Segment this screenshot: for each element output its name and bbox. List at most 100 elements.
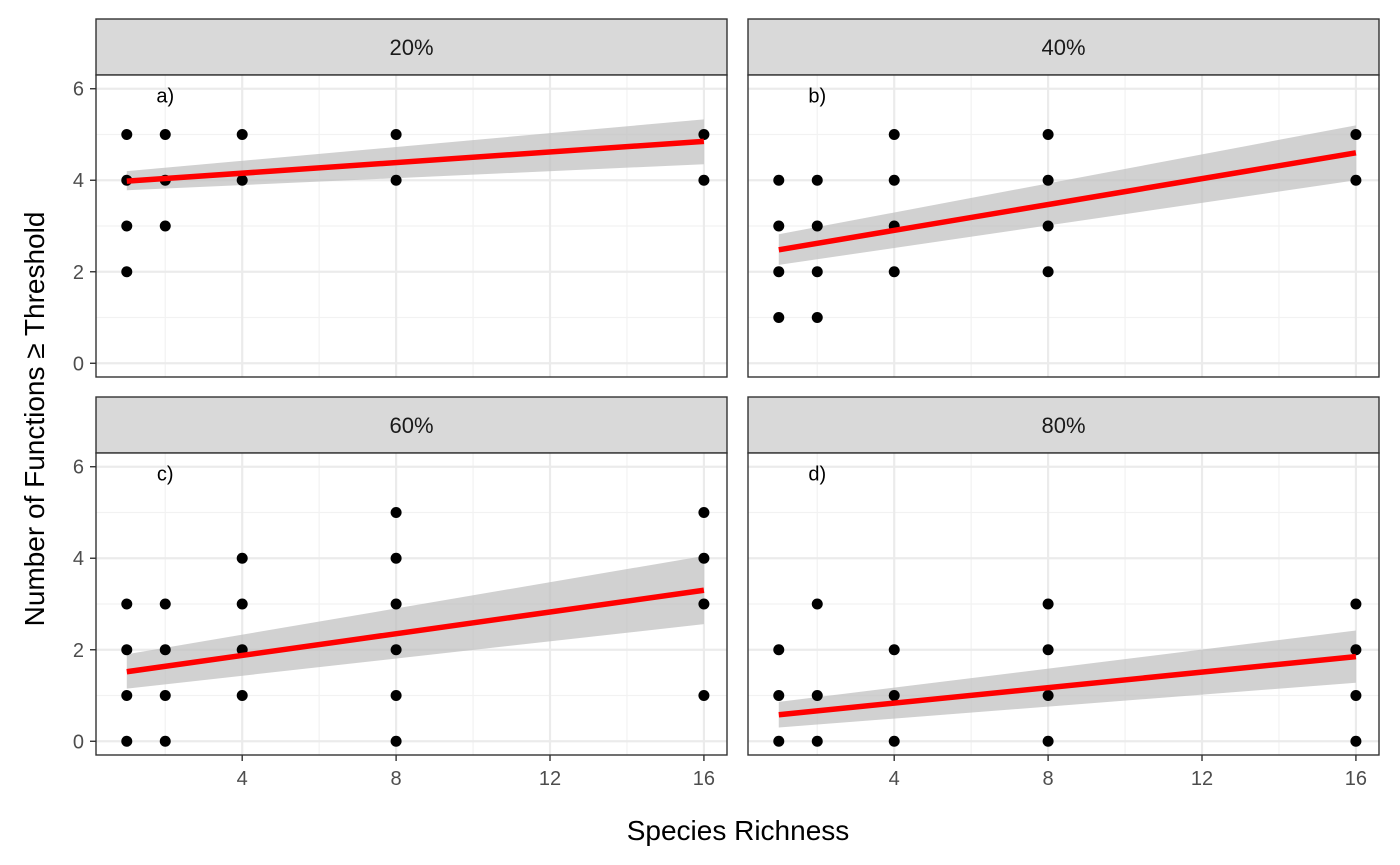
data-point <box>121 690 133 702</box>
data-point <box>390 644 402 656</box>
y-tick-label: 6 <box>73 79 84 101</box>
data-point <box>888 644 900 656</box>
facet-strip <box>747 396 1380 454</box>
confidence-band <box>126 555 704 689</box>
y-tick-label: 0 <box>73 731 84 753</box>
data-point <box>811 312 823 324</box>
facet-strip-label: 20% <box>389 35 433 60</box>
data-point <box>698 690 710 702</box>
data-point <box>236 598 248 610</box>
regression-line <box>778 150 1357 253</box>
facet-strip-label: 60% <box>389 413 433 438</box>
panel-tag: b) <box>808 85 826 107</box>
data-point <box>390 128 402 140</box>
data-point <box>888 174 900 186</box>
x-tick-label: 12 <box>1191 768 1213 790</box>
data-point <box>390 506 402 518</box>
x-axis-title: Species Richness <box>627 815 850 846</box>
confidence-band <box>778 630 1356 728</box>
data-point <box>888 266 900 278</box>
data-point <box>1042 174 1054 186</box>
data-point <box>1350 598 1362 610</box>
panel-border <box>747 452 1380 756</box>
data-point <box>1042 735 1054 747</box>
data-point <box>159 598 171 610</box>
facet-strip-label: 80% <box>1041 413 1085 438</box>
data-point <box>1042 220 1054 232</box>
data-point <box>773 220 785 232</box>
data-point <box>390 735 402 747</box>
x-tick-label: 4 <box>889 768 900 790</box>
data-point <box>1042 598 1054 610</box>
panel-border <box>95 74 728 378</box>
panel-c: 60% c) 0 2 4 6 4 8 12 16 <box>73 396 728 790</box>
data-point <box>773 735 785 747</box>
data-point <box>698 174 710 186</box>
data-point <box>811 690 823 702</box>
data-point <box>159 220 171 232</box>
data-point <box>773 644 785 656</box>
data-point <box>811 220 823 232</box>
data-point <box>390 598 402 610</box>
data-point <box>121 266 133 278</box>
x-tick-label: 12 <box>539 768 561 790</box>
data-point <box>1350 735 1362 747</box>
data-point <box>773 312 785 324</box>
x-tick-label: 16 <box>1345 768 1367 790</box>
panel-border <box>747 74 1380 378</box>
data-point <box>390 690 402 702</box>
regression-line <box>126 587 705 675</box>
data-point <box>888 128 900 140</box>
data-point <box>811 266 823 278</box>
data-point <box>121 128 133 140</box>
data-point <box>121 735 133 747</box>
data-point <box>698 506 710 518</box>
data-point <box>236 690 248 702</box>
data-point <box>159 128 171 140</box>
data-point <box>236 128 248 140</box>
confidence-band <box>778 125 1356 265</box>
data-point <box>1042 266 1054 278</box>
data-point <box>1042 690 1054 702</box>
panel-tag: d) <box>808 463 826 485</box>
data-point <box>121 644 133 656</box>
data-point <box>888 735 900 747</box>
regression-line <box>126 138 705 184</box>
data-point <box>811 735 823 747</box>
panel-b: 40% b) <box>747 18 1380 378</box>
facet-strip <box>95 396 728 454</box>
data-point <box>888 690 900 702</box>
data-point <box>390 552 402 564</box>
regression-line <box>778 653 1357 718</box>
x-tick-label: 8 <box>391 768 402 790</box>
data-point <box>390 174 402 186</box>
data-point <box>773 174 785 186</box>
y-tick-label: 6 <box>73 457 84 479</box>
data-point <box>236 552 248 564</box>
data-point <box>1350 174 1362 186</box>
data-point <box>121 220 133 232</box>
data-point <box>159 690 171 702</box>
panel-tag: c) <box>157 463 174 485</box>
data-point <box>773 266 785 278</box>
y-tick-label: 2 <box>73 640 84 662</box>
data-point <box>1350 690 1362 702</box>
facet-strip <box>95 18 728 76</box>
y-axis-title: Number of Functions ≥ Threshold <box>19 212 50 627</box>
data-point <box>698 552 710 564</box>
panel-tag: a) <box>156 85 174 107</box>
data-point <box>811 598 823 610</box>
panel-border <box>95 452 728 756</box>
y-tick-label: 4 <box>73 170 84 192</box>
data-point <box>1042 644 1054 656</box>
x-tick-label: 16 <box>693 768 715 790</box>
x-tick-label: 4 <box>237 768 248 790</box>
data-point <box>1042 128 1054 140</box>
facet-strip-label: 40% <box>1041 35 1085 60</box>
facet-strip <box>747 18 1380 76</box>
data-point <box>698 128 710 140</box>
data-point <box>773 690 785 702</box>
data-point <box>698 598 710 610</box>
data-point <box>1350 644 1362 656</box>
